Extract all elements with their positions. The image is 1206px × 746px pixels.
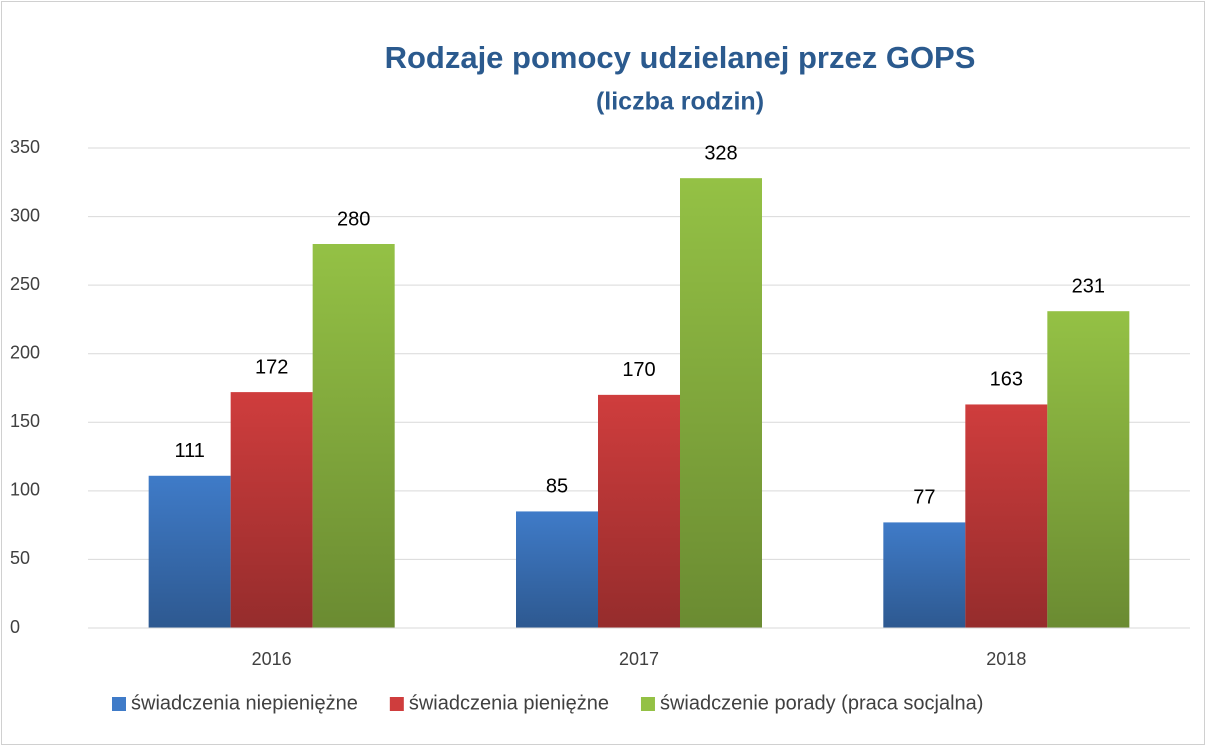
legend-swatch bbox=[389, 697, 404, 711]
data-label: 231 bbox=[1072, 275, 1105, 297]
chart-subtitle: (liczba rodzin) bbox=[596, 88, 764, 116]
data-label: 85 bbox=[546, 476, 568, 498]
bar-shade bbox=[680, 178, 762, 628]
y-tick-label: 250 bbox=[10, 274, 40, 294]
y-tick-label: 350 bbox=[10, 137, 40, 157]
bar-shade bbox=[312, 244, 395, 628]
y-tick-label: 0 bbox=[10, 617, 20, 637]
legend-label: świadczenie porady (praca socjalna) bbox=[660, 692, 984, 714]
legend-swatch bbox=[640, 697, 655, 711]
bar-shade bbox=[1047, 311, 1130, 628]
data-label: 163 bbox=[990, 369, 1023, 391]
legend-swatch bbox=[112, 697, 126, 711]
x-tick-label: 2016 bbox=[252, 649, 292, 669]
x-tick-label: 2017 bbox=[619, 649, 659, 669]
data-label: 328 bbox=[704, 142, 737, 164]
bar-shade bbox=[883, 522, 966, 628]
y-tick-label: 200 bbox=[10, 342, 40, 362]
legend-label: świadczenia niepieniężne bbox=[131, 692, 358, 714]
data-label: 172 bbox=[255, 356, 288, 378]
y-tick-label: 300 bbox=[10, 205, 40, 225]
bar-shade bbox=[148, 475, 231, 628]
bar-shade bbox=[965, 404, 1048, 628]
data-label: 170 bbox=[622, 359, 655, 381]
y-tick-label: 150 bbox=[10, 411, 40, 431]
bar-shade bbox=[598, 394, 680, 628]
x-tick-label: 2018 bbox=[986, 649, 1026, 669]
data-label: 280 bbox=[337, 208, 370, 230]
y-tick-label: 50 bbox=[10, 548, 30, 568]
legend-label: świadczenia pieniężne bbox=[409, 692, 609, 714]
bar-shade bbox=[516, 511, 598, 628]
data-label: 111 bbox=[174, 440, 204, 462]
y-tick-label: 100 bbox=[10, 480, 40, 500]
chart-title: Rodzaje pomocy udzielanej przez GOPS bbox=[385, 40, 976, 75]
data-label: 77 bbox=[913, 487, 935, 509]
bar-shade bbox=[230, 392, 313, 628]
